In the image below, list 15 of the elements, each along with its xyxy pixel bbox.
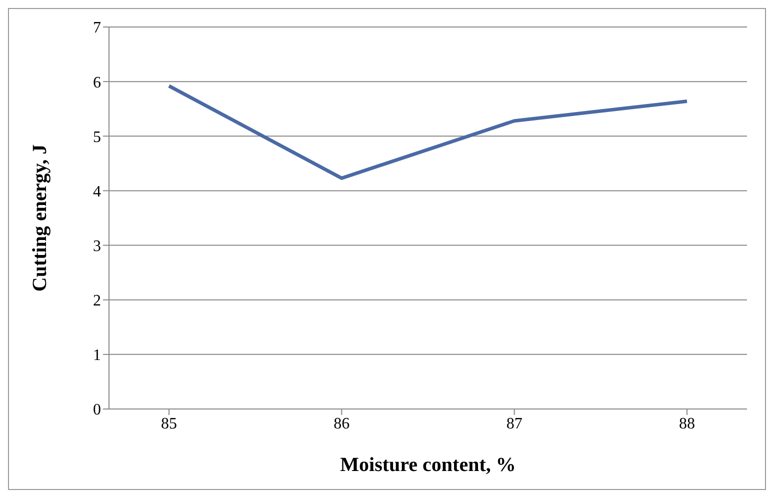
y-tick-label: 3: [93, 238, 101, 255]
y-tick-label: 6: [93, 74, 101, 92]
x-tick-label: 88: [679, 415, 695, 432]
x-tick-label: 85: [161, 415, 177, 432]
y-tick-label: 4: [93, 183, 101, 200]
y-tick-label: 0: [93, 402, 101, 419]
y-axis-title: Cutting energy, J: [29, 144, 52, 292]
x-tick-label: 87: [506, 415, 522, 432]
y-tick-label: 1: [93, 347, 101, 364]
y-tick-label: 5: [93, 128, 101, 146]
x-axis-title: Moisture content, %: [340, 454, 516, 476]
y-tick-label: 7: [93, 20, 101, 37]
line-series: [167, 84, 689, 180]
x-tick-label: 86: [334, 415, 350, 432]
y-tick-label: 2: [93, 292, 101, 310]
